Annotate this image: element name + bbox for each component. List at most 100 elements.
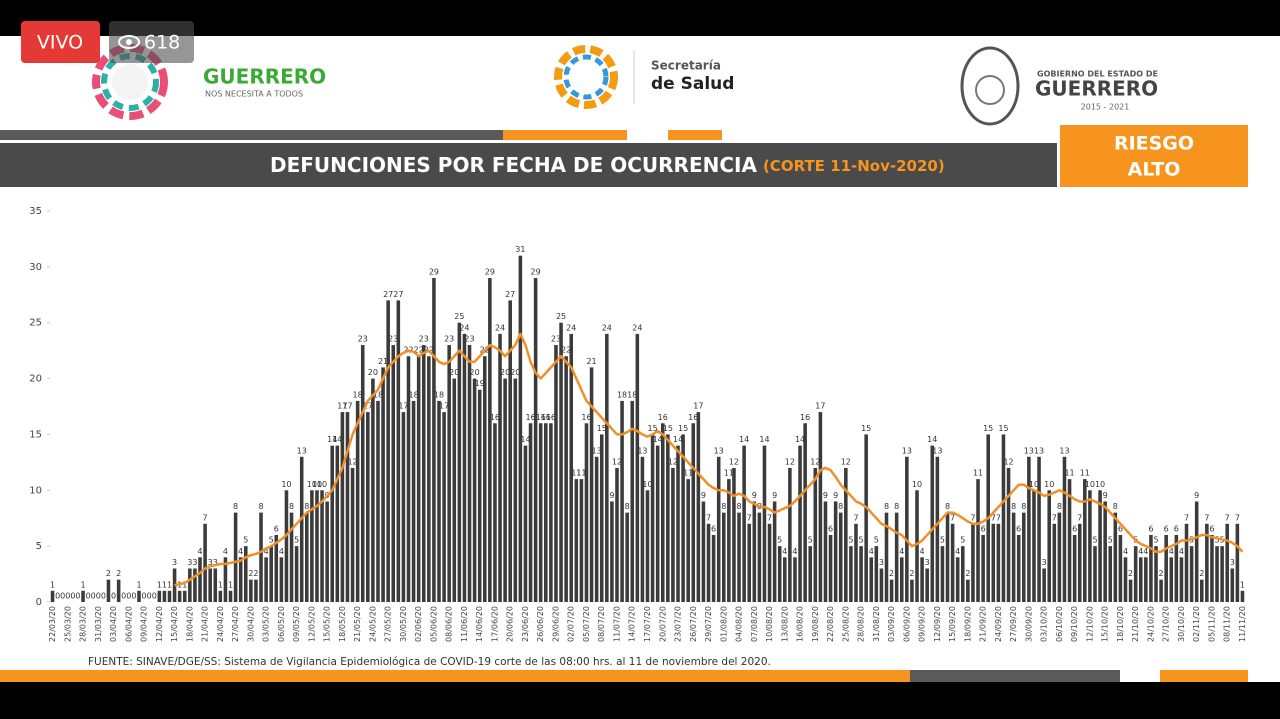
bar [594, 456, 599, 602]
x-tick-label: 09/05/20 [292, 606, 301, 642]
x-tick-label: 07/08/20 [750, 606, 759, 642]
value-label: 16 [525, 413, 535, 422]
x-tick-label: 01/08/20 [719, 606, 728, 642]
x-tick-label: 22/08/20 [826, 606, 835, 642]
bar [844, 467, 848, 602]
x-tick-label: 21/10/20 [1131, 606, 1140, 642]
value-label: 12 [785, 457, 795, 466]
value-label: 8 [1011, 502, 1016, 511]
bar [1057, 512, 1062, 602]
value-label: 11 [1064, 469, 1074, 478]
bar [1205, 523, 1209, 602]
bar [681, 434, 685, 602]
bar [249, 579, 253, 602]
y-tick-label: 15 [29, 429, 42, 440]
bar [188, 568, 192, 602]
value-label: 9 [772, 491, 777, 500]
bar [793, 557, 797, 602]
bar [762, 445, 767, 602]
bar [940, 546, 945, 602]
live-label: VIVO [37, 32, 83, 54]
bar [315, 490, 319, 602]
bar [325, 501, 329, 602]
value-label: 3 [192, 558, 197, 567]
value-label: 7 [1235, 513, 1240, 522]
bar [274, 534, 279, 602]
bar [518, 255, 523, 602]
x-tick-label: 30/04/20 [246, 606, 255, 642]
bar [727, 479, 731, 602]
value-label: 15 [663, 424, 673, 433]
bar [955, 557, 960, 602]
value-label: 23 [358, 335, 368, 344]
value-label: 4 [1179, 547, 1184, 556]
value-label: 9 [833, 491, 838, 500]
bar [193, 568, 197, 602]
value-label: 5 [859, 536, 864, 545]
risk-badge [1060, 125, 1248, 187]
x-tick-label: 09/09/20 [918, 606, 927, 642]
bar [635, 333, 640, 602]
x-tick-label: 11/07/20 [612, 606, 621, 642]
value-label: 15 [998, 424, 1008, 433]
bar [1164, 534, 1168, 602]
logo-line: GUERRERO [1035, 77, 1158, 101]
bar [564, 356, 568, 602]
bar [716, 456, 721, 602]
bar [498, 333, 502, 602]
value-label: 3 [1230, 558, 1235, 567]
bar [833, 501, 838, 602]
bar [452, 378, 457, 602]
value-label: 6 [1072, 524, 1077, 533]
bar [1098, 490, 1102, 602]
x-tick-label: 14/07/20 [628, 606, 637, 642]
bar [162, 590, 167, 602]
value-label: 0 [111, 592, 116, 601]
x-tick-label: 24/04/20 [216, 606, 225, 642]
value-label: 17 [815, 402, 825, 411]
bar [330, 445, 335, 602]
bar [1179, 557, 1184, 602]
value-label: 31 [515, 245, 525, 254]
bar [213, 568, 218, 602]
value-label: 4 [279, 547, 284, 556]
value-label: 16 [800, 413, 810, 422]
bar [1144, 557, 1148, 602]
bar [808, 546, 813, 602]
x-tick-label: 11/11/20 [1238, 606, 1247, 642]
y-tick-label: 35 [29, 206, 42, 217]
bar [640, 456, 645, 602]
bar [533, 278, 538, 602]
value-label: 27 [393, 290, 403, 299]
value-label: 8 [1113, 502, 1118, 511]
x-tick-label: 24/05/20 [368, 606, 377, 642]
y-tick-label: 10 [29, 485, 42, 496]
title: DEFUNCIONES POR FECHA DE OCURRENCIA [270, 153, 757, 177]
x-tick-label: 24/10/20 [1146, 606, 1155, 642]
bar [411, 400, 416, 602]
value-label: 17 [398, 402, 408, 411]
x-tick-label: 31/08/20 [872, 606, 881, 642]
value-label: 8 [233, 502, 238, 511]
value-label: 10 [642, 480, 652, 489]
value-label: 12 [612, 457, 622, 466]
bar [1062, 456, 1067, 602]
bar [874, 546, 879, 602]
value-label: 16 [490, 413, 500, 422]
bar [879, 568, 884, 602]
bar [1149, 534, 1153, 602]
bar [655, 445, 660, 602]
bar [554, 345, 558, 602]
value-label: 21 [378, 357, 388, 366]
bar [1016, 534, 1021, 602]
x-tick-label: 03/09/20 [887, 606, 896, 642]
bar [803, 423, 807, 602]
bar [437, 400, 441, 602]
value-label: 14 [795, 435, 805, 444]
bar [589, 367, 594, 602]
value-label: 2 [1128, 569, 1133, 578]
y-tick-label: 0 [36, 597, 42, 608]
value-label: 14 [332, 435, 342, 444]
bar [1225, 523, 1229, 602]
bar [854, 523, 858, 602]
